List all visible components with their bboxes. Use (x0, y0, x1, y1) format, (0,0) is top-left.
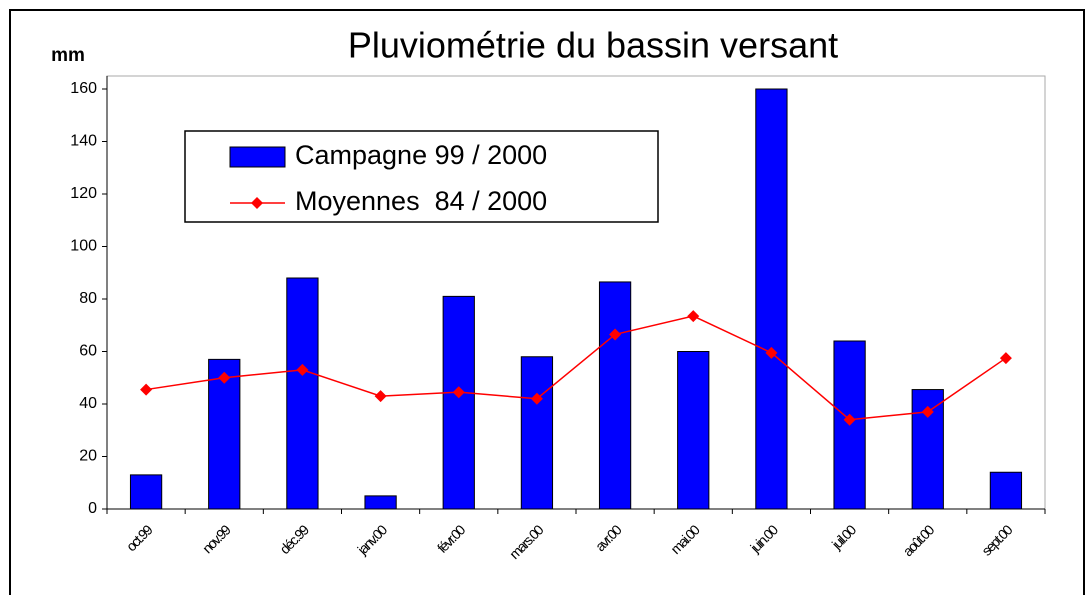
marker (843, 413, 856, 426)
y-tick-label: 140 (70, 133, 97, 150)
y-tick-label: 160 (70, 80, 97, 97)
bar (989, 471, 1023, 510)
y-tick-label: 60 (79, 343, 97, 360)
legend-box (184, 130, 659, 223)
legend-label: Campagne 99 / 2000 (295, 140, 547, 170)
y-tick-label: 20 (79, 448, 97, 465)
y-axis-label: mm (51, 45, 85, 66)
chart-title: Pluviométrie du bassin versant (348, 25, 838, 66)
y-tick-label: 0 (88, 500, 97, 517)
line (145, 315, 1007, 421)
bar (208, 358, 241, 510)
bar (442, 295, 475, 510)
bar (286, 277, 319, 510)
marker (140, 383, 153, 396)
marker (452, 386, 465, 399)
legend-label: Moyennes 84 / 2000 (295, 186, 547, 216)
legend-marker (251, 197, 263, 209)
marker (687, 310, 700, 323)
marker (374, 390, 387, 403)
marker (218, 371, 231, 384)
marker (999, 352, 1012, 365)
bar (598, 281, 632, 510)
y-tick-label: 120 (70, 185, 97, 202)
marker (609, 328, 622, 341)
bar (364, 495, 397, 510)
bar (520, 356, 554, 510)
y-tick-label: 40 (79, 395, 97, 412)
bar (677, 351, 710, 510)
marker (296, 363, 309, 376)
bar (129, 474, 163, 510)
marker (765, 346, 778, 359)
y-tick-label: 100 (70, 238, 97, 255)
y-tick-label: 80 (79, 290, 97, 307)
bar (755, 88, 788, 510)
marker (921, 405, 934, 418)
legend-swatch (229, 146, 286, 168)
marker (530, 392, 543, 405)
